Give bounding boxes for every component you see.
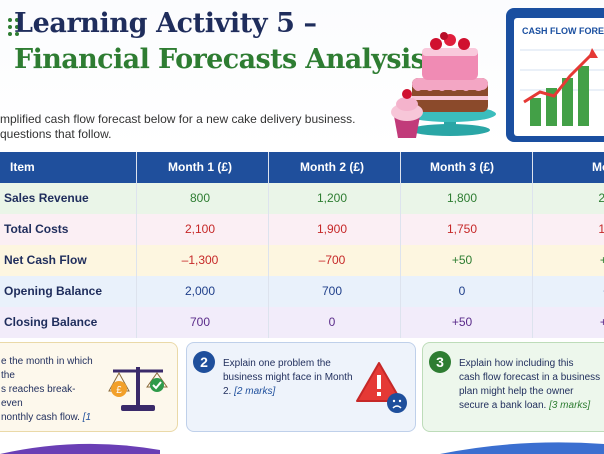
question-card-1: e the month in which the s reaches break… bbox=[0, 342, 178, 432]
question-2-line1: Explain one problem the bbox=[223, 358, 331, 369]
table-cell: 0 bbox=[458, 284, 466, 298]
table-cell: 1,750 bbox=[446, 222, 478, 236]
intro-line1: mplified cash flow forecast below for a … bbox=[0, 112, 356, 126]
table-cell: 700 bbox=[189, 315, 211, 329]
table-row: Net Cash Flow –1,300 –700 +50 +80 bbox=[0, 245, 604, 276]
clipboard-title: CASH FLOW FORECAST bbox=[522, 26, 604, 36]
decorative-dots bbox=[8, 18, 22, 58]
question-3-number: 3 bbox=[429, 351, 451, 373]
question-1-marks: [1 bbox=[82, 412, 92, 423]
clipboard-bar-chart bbox=[520, 48, 604, 126]
table-cell: 0 bbox=[328, 315, 336, 329]
header-month-1: Month 1 (£) bbox=[168, 160, 232, 174]
table-cell: +80 bbox=[599, 253, 604, 267]
question-3-text: Explain how including this cash flow for… bbox=[459, 357, 604, 413]
table-row: Total Costs 2,100 1,900 1,750 1,70 bbox=[0, 214, 604, 245]
question-2-number: 2 bbox=[193, 351, 215, 373]
table-cell: 2,50 bbox=[598, 191, 604, 205]
clip-bar bbox=[530, 98, 541, 126]
cash-flow-table: Item Month 1 (£) Month 2 (£) Month 3 (£)… bbox=[0, 152, 604, 338]
column-divider bbox=[532, 152, 533, 338]
clip-bar bbox=[578, 66, 589, 126]
column-divider bbox=[268, 152, 269, 338]
question-1-line3: nonthly cash flow. bbox=[1, 412, 80, 423]
cupcake-illustration bbox=[391, 89, 423, 138]
row-label: Sales Revenue bbox=[4, 191, 89, 205]
question-3-marks: [3 marks] bbox=[549, 400, 591, 411]
header-month-4: Month bbox=[592, 160, 604, 174]
table-cell: 800 bbox=[189, 191, 211, 205]
header-month-3: Month 3 (£) bbox=[430, 160, 494, 174]
table-cell: +50 bbox=[451, 315, 473, 329]
table-header-row: Item Month 1 (£) Month 2 (£) Month 3 (£)… bbox=[0, 152, 604, 183]
row-label: Closing Balance bbox=[4, 315, 98, 329]
table-row: Sales Revenue 800 1,200 1,800 2,50 bbox=[0, 183, 604, 214]
row-label: Total Costs bbox=[4, 222, 69, 236]
page-title-line2: Financial Forecasts Analysis bbox=[14, 44, 426, 75]
intro-line2: questions that follow. bbox=[0, 127, 112, 141]
table-row: Closing Balance 700 0 +50 +85 bbox=[0, 307, 604, 338]
clip-bar bbox=[562, 78, 573, 126]
question-1-line2: s reaches break-even bbox=[1, 384, 76, 409]
question-1-line1: e the month in which the bbox=[1, 356, 93, 381]
intro-text: mplified cash flow forecast below for a … bbox=[0, 112, 360, 142]
row-label: Opening Balance bbox=[4, 284, 103, 298]
table-cell: 1,800 bbox=[446, 191, 478, 205]
table-cell: 2,100 bbox=[184, 222, 216, 236]
cake-illustration bbox=[404, 32, 496, 136]
balance-scale-icon: £ bbox=[108, 367, 168, 411]
question-2-line2: business might face in Month bbox=[223, 372, 353, 383]
question-card-3: 3 Explain how including this cash flow f… bbox=[422, 342, 604, 432]
row-label: Net Cash Flow bbox=[4, 253, 87, 267]
question-card-2: 2 Explain one problem the business might… bbox=[186, 342, 416, 432]
page-title-line1: Learning Activity 5 – bbox=[14, 8, 317, 39]
table-cell: +85 bbox=[599, 315, 604, 329]
table-cell: 1,200 bbox=[316, 191, 348, 205]
question-2-text: Explain one problem the business might f… bbox=[223, 357, 363, 399]
table-cell: 1,70 bbox=[598, 222, 604, 236]
table-cell: –1,300 bbox=[181, 253, 219, 267]
question-2-line3: 2. bbox=[223, 386, 232, 397]
warning-icon bbox=[356, 362, 407, 413]
table-cell: +5 bbox=[560, 276, 604, 307]
header-month-2: Month 2 (£) bbox=[300, 160, 364, 174]
bottom-wave-decoration bbox=[0, 442, 604, 454]
question-3-line2: cash flow forecast in a business bbox=[459, 372, 601, 383]
table-row: Opening Balance 2,000 700 0 +5 bbox=[0, 276, 604, 307]
header-background bbox=[0, 0, 604, 150]
question-3-line4: secure a bank loan. bbox=[459, 400, 547, 411]
header-item: Item bbox=[10, 160, 35, 174]
table-cell: –700 bbox=[318, 253, 346, 267]
table-cell: +50 bbox=[451, 253, 473, 267]
table-cell: 700 bbox=[321, 284, 343, 298]
column-divider bbox=[400, 152, 401, 338]
question-2-marks: [2 marks] bbox=[234, 386, 276, 397]
table-cell: 2,000 bbox=[184, 284, 216, 298]
table-cell: 1,900 bbox=[316, 222, 348, 236]
question-1-text: e the month in which the s reaches break… bbox=[1, 355, 97, 425]
svg-text:£: £ bbox=[116, 385, 122, 396]
question-3-line3: plan might help the owner bbox=[459, 386, 574, 397]
question-3-line1: Explain how including this bbox=[459, 358, 574, 369]
clip-bar bbox=[546, 88, 557, 126]
column-divider bbox=[136, 152, 137, 338]
